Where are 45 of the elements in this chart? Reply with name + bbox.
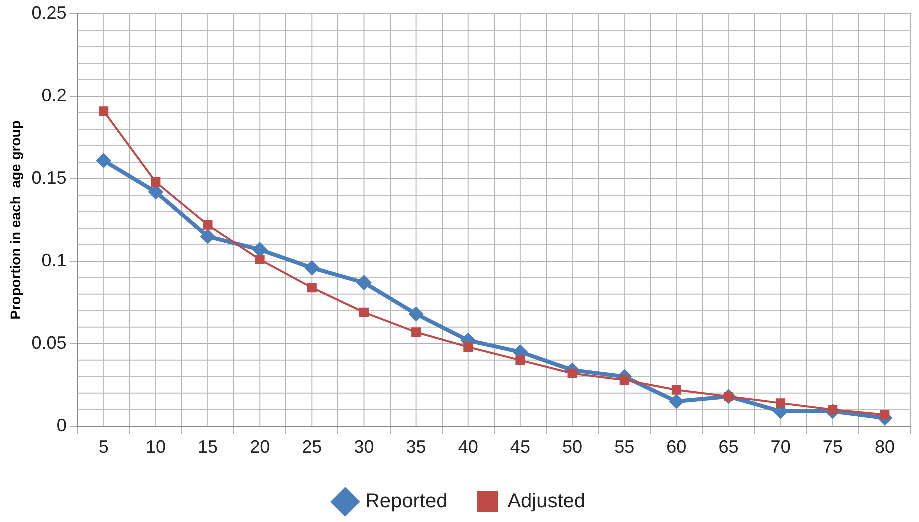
y-tick-label: 0.05 [32,332,67,353]
point [412,328,422,338]
point [516,356,526,366]
point [255,255,265,265]
point [880,410,890,420]
y-tick-label: 0.15 [32,168,67,188]
x-tick-label: 15 [198,437,218,458]
x-tick-label: 70 [770,437,791,458]
point [620,375,630,385]
y-axis-title: Proportion in each age group [7,120,24,320]
y-tick-label: 0.2 [42,85,67,106]
x-tick-label: 30 [354,437,374,458]
x-tick-label: 60 [666,437,687,458]
point [359,308,369,318]
x-tick-label: 25 [302,437,322,458]
x-tick-label: 65 [718,437,739,458]
point [776,398,786,408]
point [151,178,161,187]
y-tick-label: 0.25 [32,2,67,23]
point [200,229,216,244]
point [356,275,372,290]
point [672,385,682,395]
legend-label: Reported [365,490,448,513]
x-tick-label: 50 [562,437,583,458]
point [99,106,109,116]
x-tick-label: 20 [250,437,270,458]
point [568,368,578,378]
point [669,394,684,410]
x-tick-label: 5 [98,437,109,458]
x-tick-label: 45 [510,437,530,458]
x-tick-label: 80 [874,437,895,458]
legend-label: Adjusted [508,490,586,513]
point [408,306,424,322]
y-tick-label: 0 [56,415,67,436]
x-tick-label: 55 [614,437,635,458]
point [203,220,213,230]
y-tick-label: 0.1 [42,250,67,270]
x-tick-label: 75 [822,437,843,458]
point [464,342,474,352]
point [304,260,320,276]
point [96,153,112,168]
point [307,283,317,293]
x-tick-label: 40 [458,437,478,458]
x-tick-label: 35 [406,437,426,458]
x-tick-label: 10 [146,437,166,458]
